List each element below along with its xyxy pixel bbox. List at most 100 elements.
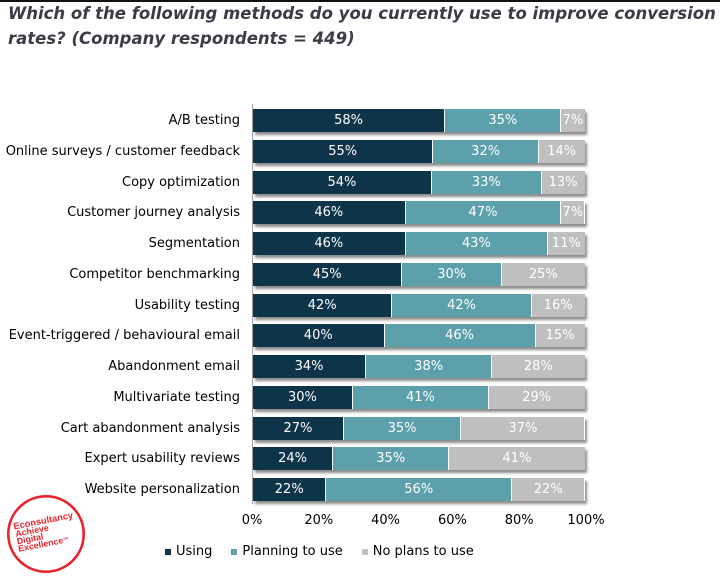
category-label: Customer journey analysis xyxy=(67,205,240,221)
bar-segment-no-plans-to-use: 14% xyxy=(537,139,585,163)
bar-segment-planning-to-use: 35% xyxy=(332,447,449,471)
bar-segment-planning-to-use: 56% xyxy=(325,478,511,501)
bar-value-label: 28% xyxy=(523,359,553,374)
bar-segment-using: 54% xyxy=(253,170,431,194)
x-tick-label: 80% xyxy=(504,513,534,528)
category-label: Event-triggered / behavioural email xyxy=(8,328,240,344)
bar-segment-planning-to-use: 47% xyxy=(404,201,561,225)
bar-segment-no-plans-to-use: 37% xyxy=(460,416,585,440)
x-tick-label: 0% xyxy=(241,513,263,528)
bar-value-label: 42% xyxy=(447,297,477,313)
category-label: Copy optimization xyxy=(122,174,240,190)
bar-value-label: 16% xyxy=(543,297,573,313)
bar-segment-planning-to-use: 33% xyxy=(430,170,541,194)
stacked-bar: 24% 35% 41% xyxy=(253,447,585,471)
bar-row: Cart abandonment analysis 27% 35% 37% xyxy=(0,416,720,440)
bar-row: A/B testing 58% 35% 7% xyxy=(0,109,720,132)
bar-segment-using: 42% xyxy=(253,293,392,317)
stacked-bar: 27% 35% 37% xyxy=(253,416,585,440)
bar-value-label: 13% xyxy=(548,174,578,190)
bar-row: Customer journey analysis 46% 47% 7% xyxy=(0,201,720,225)
bar-row: Competitor benchmarking 45% 30% 25% xyxy=(0,262,720,286)
bar-segment-planning-to-use: 41% xyxy=(351,385,488,409)
econsultancy-logo: Econsultancy Achieve Digital Excellence™ xyxy=(6,494,86,574)
stacked-bar: 46% 47% 7% xyxy=(253,201,585,225)
bar-value-label: 14% xyxy=(547,143,577,159)
bar-segment-using: 55% xyxy=(253,139,433,163)
bar-value-label: 42% xyxy=(307,297,337,313)
category-label: Abandonment email xyxy=(108,359,240,374)
x-axis: 0% 20% 40% 60% 80% 100% xyxy=(0,513,720,531)
bar-value-label: 38% xyxy=(414,359,444,374)
bar-value-label: 7% xyxy=(562,205,584,221)
legend-swatch-icon xyxy=(361,548,368,555)
stacked-bar: 45% 30% 25% xyxy=(253,262,585,286)
legend-swatch-icon xyxy=(165,548,171,555)
bar-segment-using: 45% xyxy=(253,262,402,286)
stacked-bar: 22% 56% 22% xyxy=(253,478,585,501)
bar-value-label: 15% xyxy=(545,328,575,344)
stacked-bar: 54% 33% 13% xyxy=(253,170,585,194)
bar-row: Expert usability reviews 24% 35% 41% xyxy=(0,447,720,471)
bar-value-label: 41% xyxy=(502,451,532,467)
bar-value-label: 47% xyxy=(468,205,498,221)
bar-value-label: 35% xyxy=(488,113,518,128)
stacked-bar: 46% 43% 11% xyxy=(253,232,585,255)
logo-circle xyxy=(6,494,86,574)
stacked-bar: 55% 32% 14% xyxy=(253,139,585,163)
bar-row: Usability testing 42% 42% 16% xyxy=(0,293,720,317)
bar-row: Online surveys / customer feedback 55% 32%… xyxy=(0,139,720,163)
bar-segment-using: 40% xyxy=(253,324,384,348)
bar-segment-using: 46% xyxy=(253,201,405,225)
bar-value-label: 40% xyxy=(303,328,333,344)
top-rule xyxy=(0,0,720,2)
bar-segment-using: 27% xyxy=(253,416,343,440)
x-tick-label: 60% xyxy=(437,513,467,528)
category-label: Usability testing xyxy=(134,297,240,313)
legend-label: Using xyxy=(176,544,213,559)
bar-segment-using: 22% xyxy=(253,478,326,501)
bar-value-label: 46% xyxy=(314,205,344,221)
bar-value-label: 35% xyxy=(387,420,417,436)
bar-segment-no-plans-to-use: 13% xyxy=(540,170,585,194)
bar-row: Copy optimization 54% 33% 13% xyxy=(0,170,720,194)
bar-value-label: 55% xyxy=(328,143,358,159)
legend-items: Using Planning to use No plans to use xyxy=(165,544,474,559)
bar-value-label: 41% xyxy=(405,389,435,405)
category-label: A/B testing xyxy=(168,113,240,128)
x-tick-label: 100% xyxy=(567,513,605,528)
bar-segment-planning-to-use: 42% xyxy=(391,293,531,317)
bar-value-label: 54% xyxy=(327,174,357,190)
bar-value-label: 58% xyxy=(334,113,363,128)
bar-row: Segmentation 46% 43% 11% xyxy=(0,232,720,255)
legend-item-no-plans-to-use: No plans to use xyxy=(361,544,474,559)
bar-segment-no-plans-to-use: 28% xyxy=(491,355,585,378)
bar-value-label: 37% xyxy=(508,420,538,436)
bar-row: Abandonment email 34% 38% 28% xyxy=(0,355,720,378)
bar-segment-no-plans-to-use: 41% xyxy=(448,447,585,471)
category-label: Cart abandonment analysis xyxy=(60,420,240,436)
bar-segment-planning-to-use: 35% xyxy=(444,109,561,132)
x-tick-label: 20% xyxy=(304,513,334,528)
legend-item-using: Using xyxy=(165,544,212,559)
legend-label: Planning to use xyxy=(242,544,343,559)
bar-segment-no-plans-to-use: 15% xyxy=(534,324,585,348)
bar-value-label: 30% xyxy=(287,389,317,405)
bar-segment-planning-to-use: 38% xyxy=(365,355,492,378)
bar-value-label: 45% xyxy=(312,266,342,282)
bar-value-label: 24% xyxy=(278,451,307,467)
bar-value-label: 56% xyxy=(404,482,434,497)
bar-segment-planning-to-use: 32% xyxy=(432,139,538,163)
x-tick-label: 40% xyxy=(371,513,401,528)
category-label: Multivariate testing xyxy=(113,389,240,405)
bar-segment-no-plans-to-use: 7% xyxy=(560,201,585,225)
bar-value-label: 33% xyxy=(471,174,501,190)
category-label: Expert usability reviews xyxy=(84,451,241,467)
bar-value-label: 29% xyxy=(522,389,552,405)
bar-value-label: 11% xyxy=(551,236,581,251)
category-label: Website personalization xyxy=(84,482,240,497)
bar-segment-using: 46% xyxy=(253,232,405,255)
bar-segment-no-plans-to-use: 25% xyxy=(501,262,585,286)
bar-value-label: 27% xyxy=(283,420,313,436)
